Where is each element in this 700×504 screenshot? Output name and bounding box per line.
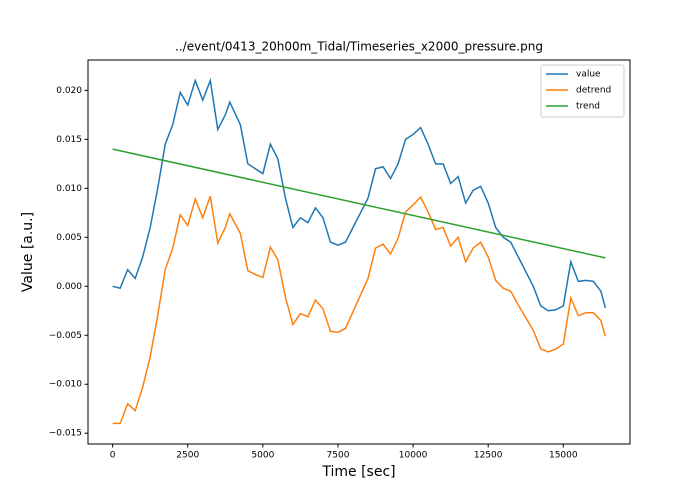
y-tick-label: 0.000 bbox=[56, 282, 82, 292]
series-line bbox=[112, 148, 606, 259]
y-tick-label: 0.010 bbox=[56, 184, 82, 194]
y-tick-label: 0.015 bbox=[56, 135, 82, 145]
y-axis-label: Value [a.u.] bbox=[20, 212, 36, 292]
series-line bbox=[112, 195, 607, 425]
legend-label: value bbox=[576, 70, 601, 80]
x-axis-label: Time [sec] bbox=[321, 464, 395, 480]
y-tick-label: 0.005 bbox=[56, 233, 82, 243]
x-tick-label: 2500 bbox=[176, 451, 199, 461]
x-tick-label: 10000 bbox=[399, 451, 428, 461]
y-tick-label: −0.015 bbox=[49, 429, 82, 439]
chart-title: ../event/0413_20h00m_Tidal/Timeseries_x2… bbox=[175, 40, 543, 54]
y-tick-label: −0.005 bbox=[49, 331, 82, 341]
legend-label: trend bbox=[576, 102, 600, 112]
y-tick-label: −0.010 bbox=[49, 380, 83, 390]
x-tick-label: 12500 bbox=[474, 451, 503, 461]
x-tick-label: 5000 bbox=[251, 451, 274, 461]
plot-frame bbox=[87, 59, 631, 445]
x-tick-label: 0 bbox=[110, 451, 116, 461]
x-tick-label: 7500 bbox=[327, 451, 350, 461]
legend-box bbox=[540, 64, 625, 118]
series-line bbox=[112, 77, 607, 312]
legend-label: detrend bbox=[576, 86, 611, 96]
x-tick-label: 15000 bbox=[549, 451, 578, 461]
y-tick-label: 0.020 bbox=[56, 86, 82, 96]
